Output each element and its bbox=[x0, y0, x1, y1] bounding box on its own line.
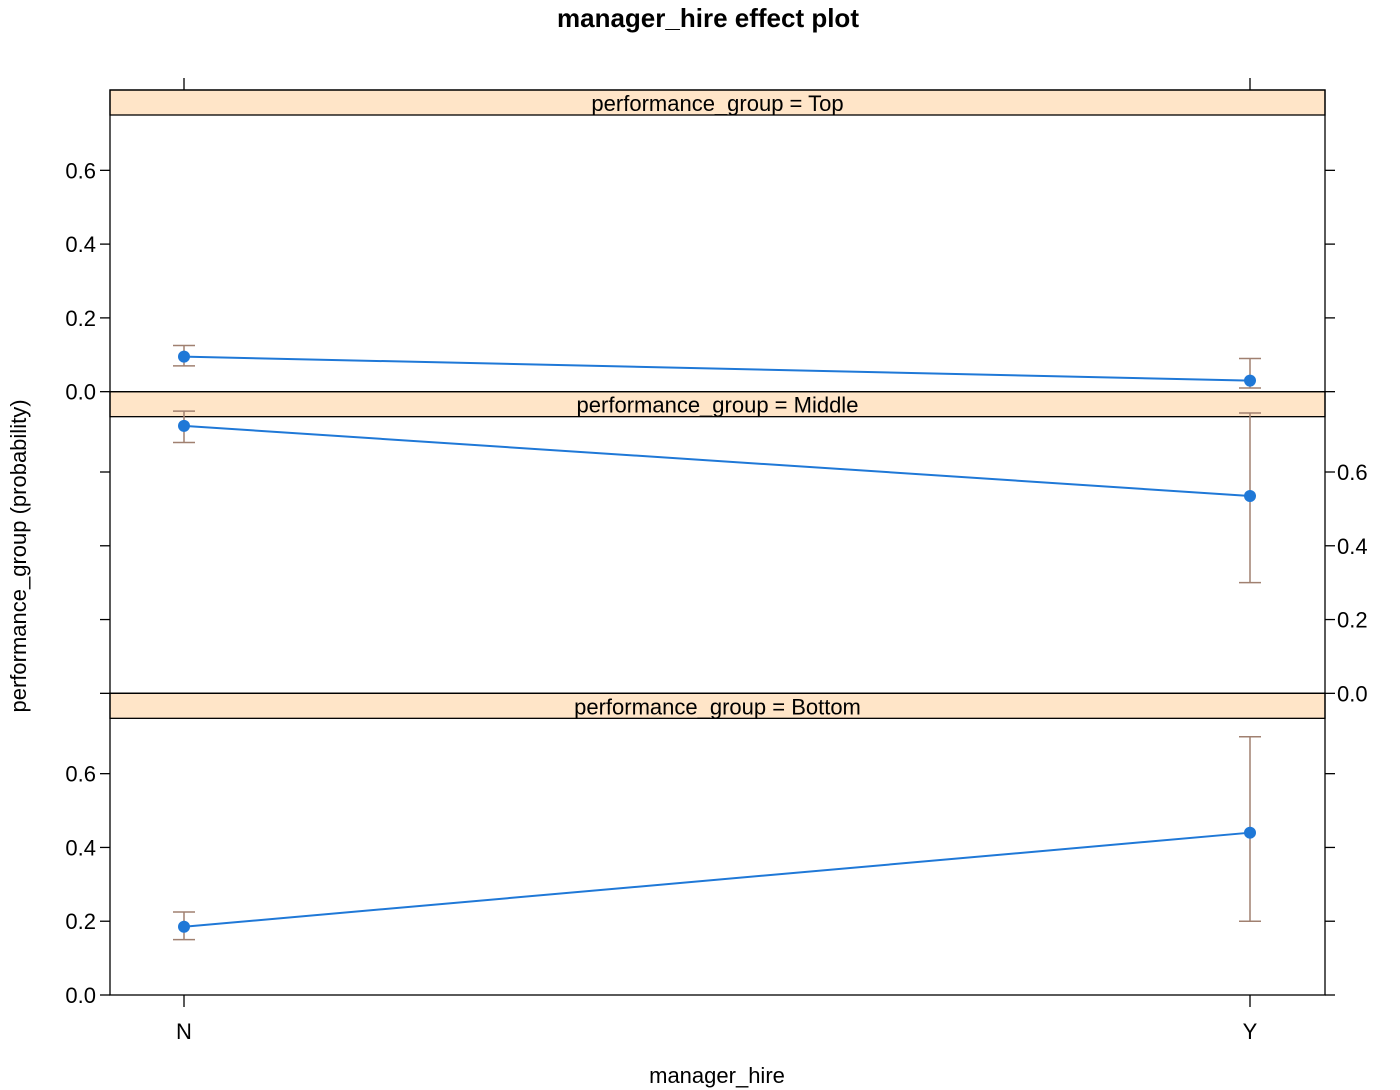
panel-top-ytick-label: 0.4 bbox=[65, 232, 96, 257]
panel-top-frame bbox=[109, 89, 1326, 393]
panel-middle-ytick-label: 0.4 bbox=[1337, 534, 1368, 559]
panel-middle-point-n bbox=[178, 419, 190, 432]
panel-bottom-strip-label: performance_group = Bottom bbox=[574, 694, 861, 719]
panel-top-strip-label: performance_group = Top bbox=[591, 91, 843, 116]
panel-top-series-line bbox=[183, 355, 1251, 382]
panel-top-ytick-label: 0.0 bbox=[65, 380, 96, 405]
panel-middle-strip-label: performance_group = Middle bbox=[577, 393, 859, 418]
xtick-label-n: N bbox=[176, 1019, 192, 1044]
panel-middle-point-y bbox=[1244, 489, 1256, 502]
chart-title: manager_hire effect plot bbox=[557, 3, 859, 33]
panel-bottom-series-line bbox=[183, 831, 1251, 928]
panel-bottom-ytick-label: 0.2 bbox=[65, 909, 96, 934]
panels-group: performance_group = Top 0.0 0.2 0.4 0.6 perfo… bbox=[65, 78, 1368, 1044]
panel-bottom-strip bbox=[109, 692, 1326, 719]
panel-middle-ytick-label: 0.0 bbox=[1337, 681, 1368, 706]
panel-bottom-point-y bbox=[1244, 826, 1256, 839]
panel-top-point-y bbox=[1244, 374, 1256, 387]
panel-bottom-frame bbox=[109, 692, 1326, 996]
panel-bottom-ytick-label: 0.0 bbox=[65, 983, 96, 1008]
panel-bottom-ytick-label: 0.6 bbox=[65, 762, 96, 787]
xtick-label-y: Y bbox=[1243, 1019, 1258, 1044]
panel-middle-series-line bbox=[183, 424, 1251, 497]
panel-middle-ytick-label: 0.2 bbox=[1337, 608, 1368, 633]
panel-top-point-n bbox=[178, 350, 190, 363]
panel-bottom-point-n bbox=[178, 920, 190, 933]
panel-middle-ytick-label: 0.6 bbox=[1337, 460, 1368, 485]
x-axis-title: manager_hire bbox=[649, 1063, 785, 1088]
panel-top-ytick-label: 0.6 bbox=[65, 158, 96, 183]
panel-top-ytick-label: 0.2 bbox=[65, 306, 96, 331]
panel-bottom-ytick-label: 0.4 bbox=[65, 835, 96, 860]
y-axis-title: performance_group (probability) bbox=[6, 399, 31, 712]
panel-middle-frame bbox=[109, 391, 1326, 694]
